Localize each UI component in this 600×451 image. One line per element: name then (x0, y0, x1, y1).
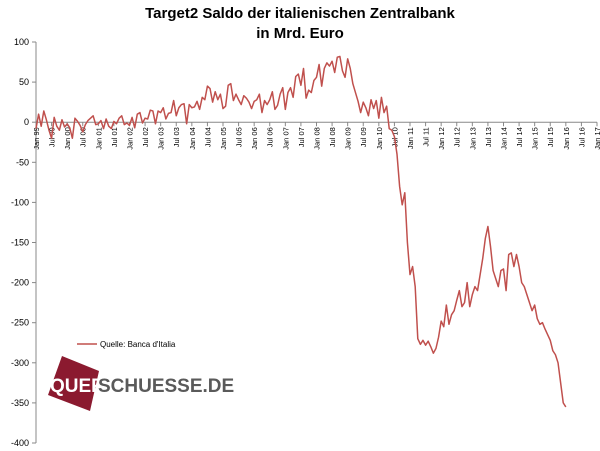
x-tick-label: Jan 13 (468, 127, 477, 150)
y-tick-label: -200 (11, 278, 29, 288)
x-tick-label: Jul 11 (422, 127, 431, 146)
x-tick-label: Jan 06 (250, 127, 259, 150)
x-tick-label: Jul 00 (79, 127, 88, 147)
x-tick-label: Jan 14 (500, 127, 509, 150)
x-tick-label: Jan 11 (406, 127, 415, 149)
y-tick-label: -150 (11, 238, 29, 248)
y-tick-label: -300 (11, 358, 29, 368)
x-tick-label: Jul 02 (141, 127, 150, 147)
legend-label: Quelle: Banca d'Italia (100, 340, 176, 349)
x-tick-label: Jan 03 (157, 127, 166, 150)
x-tick-label: Jan 99 (32, 127, 41, 150)
x-tick-label: Jan 01 (94, 127, 103, 150)
y-tick-label: -50 (16, 157, 29, 167)
x-tick-label: Jan 17 (593, 127, 600, 150)
x-tick-label: Jan 07 (281, 127, 290, 150)
x-tick-label: Jan 15 (531, 127, 540, 150)
watermark-text-part1: QUER (50, 376, 105, 397)
y-tick-label: -350 (11, 398, 29, 408)
y-tick-label: -250 (11, 318, 29, 328)
series-group (35, 55, 567, 408)
watermark-text-part2: SCHUESSE.DE (98, 376, 234, 397)
x-tick-label: Jan 12 (437, 127, 446, 150)
chart-subtitle: in Mrd. Euro (256, 25, 344, 42)
x-tick-label: Jul 04 (203, 127, 212, 147)
x-tick-label: Jul 14 (515, 127, 524, 147)
x-tick-label: Jul 05 (235, 127, 244, 147)
x-tick-label: Jul 13 (484, 127, 493, 147)
y-axis: 100 50 0 -50 -100 -150 -200 -250 -300 -350 -400 (11, 37, 37, 448)
x-tick-label: Jul 16 (577, 127, 586, 147)
x-tick-label: Jan 02 (126, 127, 135, 150)
y-tick-label: 100 (14, 37, 29, 47)
x-tick-label: Jan 00 (63, 127, 72, 150)
y-tick-label: -100 (11, 197, 29, 207)
x-tick-label: Jul 06 (266, 127, 275, 147)
watermark-box (48, 356, 99, 411)
x-tick-label: Jan 08 (313, 127, 322, 150)
legend: Quelle: Banca d'Italia (77, 340, 176, 349)
y-tick-label: -400 (11, 438, 29, 448)
x-tick-label: Jul 08 (328, 127, 337, 147)
chart-title: Target2 Saldo der italienischen Zentralb… (145, 5, 455, 22)
watermark-logo: QUER SCHUESSE.DE (48, 356, 234, 411)
x-tick-label: Jul 03 (172, 127, 181, 147)
x-tick-label: Jan 10 (375, 127, 384, 150)
x-tick-label: Jan 09 (344, 127, 353, 150)
series-line (35, 55, 567, 408)
x-tick-label: Jan 04 (188, 127, 197, 150)
x-tick-label: Jul 01 (110, 127, 119, 147)
x-tick-label: Jul 09 (359, 127, 368, 147)
y-tick-label: 50 (19, 77, 29, 87)
y-tick-label: 0 (24, 117, 29, 127)
x-tick-label: Jan 05 (219, 127, 228, 150)
x-tick-label: Jul 07 (297, 127, 306, 147)
x-axis: Jan 99 Jul 99 Jan 00 Jul 00 Jan 01 Jul 01 Jan … (32, 121, 600, 150)
x-tick-label: Jan 16 (562, 127, 571, 150)
x-tick-label: Jul 15 (546, 127, 555, 147)
x-tick-label: Jul 12 (453, 127, 462, 147)
